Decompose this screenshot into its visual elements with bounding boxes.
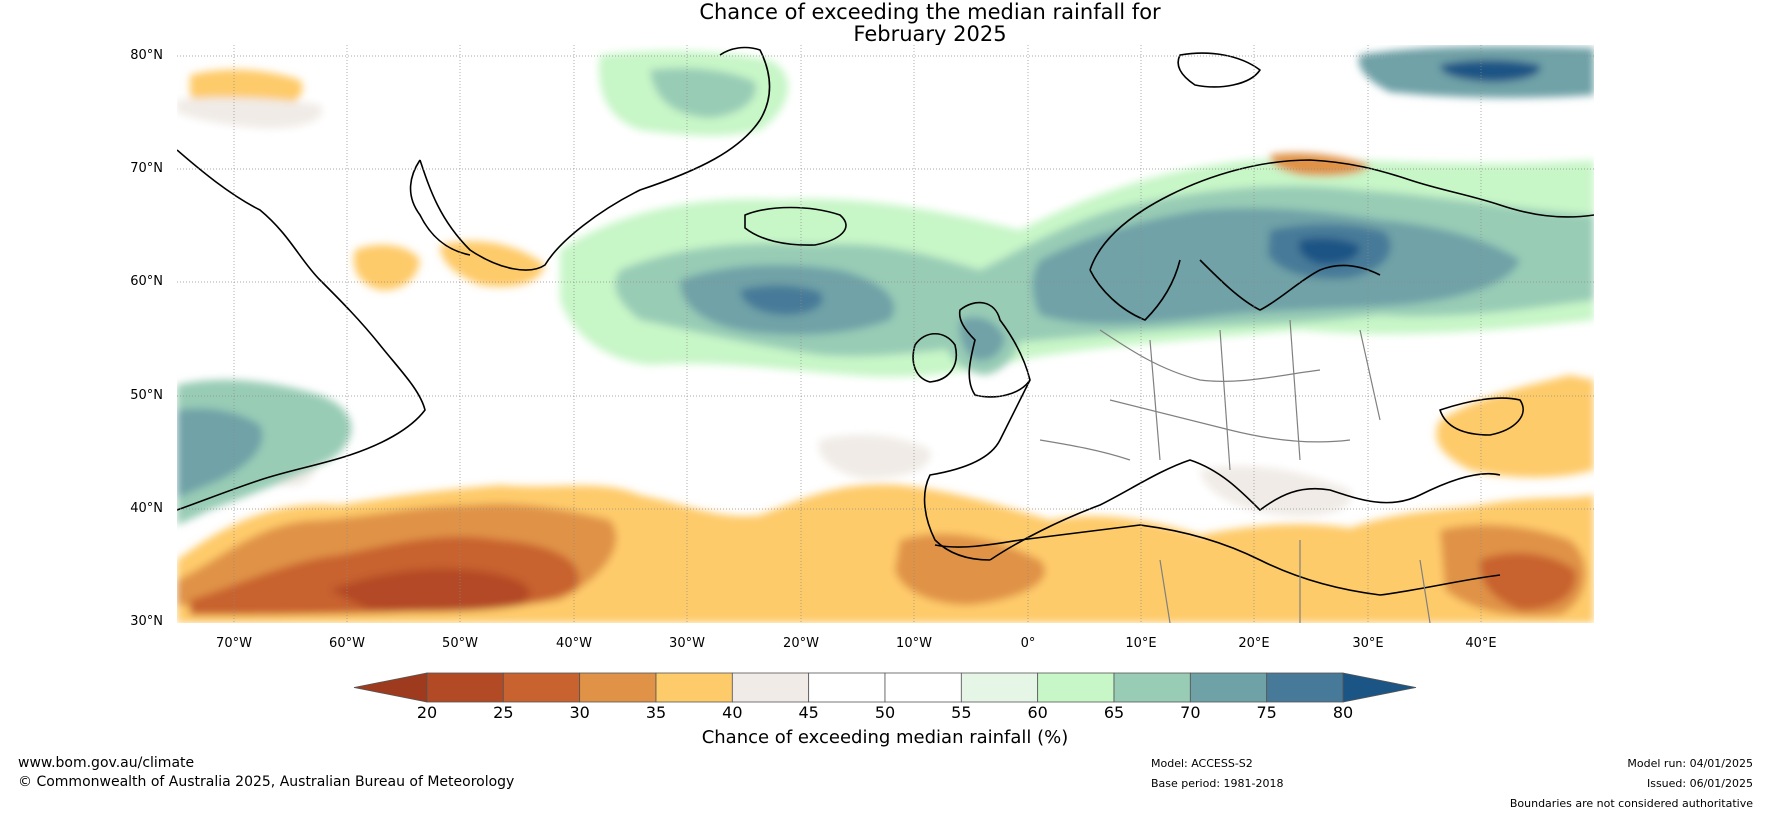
lat-label-40n: 40°N	[130, 501, 163, 516]
lat-label-50n: 50°N	[130, 388, 163, 403]
coast-svalbard	[1177, 52, 1261, 88]
coast-ireland	[912, 332, 957, 383]
country-borders	[1039, 319, 1431, 623]
colorbar-tick-label: 45	[798, 703, 819, 722]
coast-labrador	[177, 149, 426, 511]
footer-model-run: Model run: 04/01/2025	[1627, 757, 1753, 770]
lon-label-10e: 10°E	[1125, 636, 1157, 651]
coast-norway-south	[1089, 259, 1181, 321]
footer-model: Model: ACCESS-S2	[1151, 757, 1253, 770]
colorbar-swatch	[884, 672, 962, 703]
footer-issued: Issued: 06/01/2025	[1646, 777, 1753, 790]
neutral-patch-med	[1200, 466, 1352, 517]
colorbar-swatch	[808, 672, 886, 703]
colorbar-swatch	[579, 672, 657, 703]
lat-label-30n: 30°N	[130, 614, 163, 629]
colorbar-swatch	[655, 672, 733, 703]
colorbar-swatch	[960, 672, 1039, 703]
footer-base-period: Base period: 1981-2018	[1151, 777, 1284, 790]
colorbar-tick-label: 55	[951, 703, 972, 722]
colorbar-swatch	[1189, 672, 1268, 703]
colorbar-extend-high	[1342, 672, 1417, 703]
lat-label-60n: 60°N	[130, 274, 163, 289]
footer-copyright: © Commonwealth of Australia 2025, Austra…	[18, 774, 515, 790]
lat-label-70n: 70°N	[130, 161, 163, 176]
footer-website: www.bom.gov.au/climate	[18, 755, 195, 771]
coast-black-sea	[1439, 397, 1524, 436]
lon-label-50w: 50°W	[442, 636, 478, 651]
colorbar-tick-label: 80	[1332, 703, 1354, 722]
wet-region-greenland-sea-core	[650, 68, 756, 118]
colorbar-extend-low	[353, 672, 428, 703]
colorbar-label: Chance of exceeding median rainfall (%)	[701, 727, 1069, 748]
coast-britain	[958, 301, 1031, 398]
colorbar-tick-label: 30	[569, 703, 590, 722]
lon-label-20e: 20°E	[1238, 636, 1270, 651]
colorbar-swatch	[1266, 672, 1344, 703]
dry-patch-greenland-tip	[440, 241, 545, 287]
wet-core-atlantic-deep	[740, 285, 823, 315]
coast-europe-atlantic	[923, 379, 1031, 561]
coast-iceland	[744, 206, 847, 246]
coast-baltic	[1199, 259, 1381, 311]
neutral-patch-north	[177, 97, 322, 129]
rainfall-probability-map	[177, 45, 1594, 623]
coast-scandinavia	[1089, 159, 1594, 271]
coast-north-africa	[934, 524, 1501, 596]
lon-label-30e: 30°E	[1352, 636, 1384, 651]
colorbar-tick-label: 65	[1103, 703, 1125, 722]
lon-label-70w: 70°W	[216, 636, 252, 651]
wet-region-newfoundland-core	[177, 408, 263, 498]
footer-disclaimer: Boundaries are not considered authoritat…	[1509, 797, 1753, 810]
colorbar-tick-label: 25	[493, 703, 514, 722]
lon-label-40e: 40°E	[1465, 636, 1497, 651]
coast-greenland-west	[409, 159, 471, 256]
lon-label-60w: 60°W	[329, 636, 365, 651]
colorbar-tick-label: 60	[1027, 703, 1048, 722]
colorbar-swatch	[1037, 672, 1115, 703]
graticule	[177, 45, 1594, 623]
colorbar-tick-label: 40	[722, 703, 743, 722]
dry-core-middle-east-deep	[1479, 553, 1576, 610]
lon-label-30w: 30°W	[669, 636, 705, 651]
dry-patch-norway-north	[1270, 153, 1370, 177]
neutral-patch-central	[819, 434, 931, 479]
dry-core-morocco	[895, 533, 1046, 605]
colorbar-swatch	[502, 672, 581, 703]
colorbar-tick-label: 70	[1180, 703, 1201, 722]
colorbar-tick-label: 75	[1256, 703, 1277, 722]
lon-label-40w: 40°W	[556, 636, 592, 651]
dry-patch-labrador	[353, 244, 420, 291]
dry-core-atlantic-deepest	[330, 568, 530, 612]
lon-label-0: 0°	[1020, 636, 1036, 651]
colorbar-tick-label: 20	[416, 703, 438, 722]
wet-core-finland-deep	[1298, 238, 1360, 265]
wet-core-barents	[1440, 59, 1541, 82]
lat-label-80n: 80°N	[130, 48, 163, 63]
lon-label-10w: 10°W	[896, 636, 932, 651]
colorbar-swatch	[731, 672, 810, 703]
dry-patch-black-sea	[1436, 375, 1594, 478]
wet-region-uk-core	[959, 317, 1005, 361]
colorbar-tick-label: 50	[874, 703, 896, 722]
colorbar-tick-label: 35	[645, 703, 667, 722]
lon-label-20w: 20°W	[783, 636, 819, 651]
map-title-line-2: February 2025	[853, 22, 1007, 46]
colorbar-swatch	[1113, 672, 1191, 703]
colorbar-swatch	[426, 672, 504, 703]
coast-greenland	[419, 46, 771, 271]
probability-fields	[177, 45, 1594, 623]
wet-core-scandinavia	[1032, 208, 1520, 324]
map-title-line-1: Chance of exceeding the median rainfall …	[699, 0, 1161, 24]
